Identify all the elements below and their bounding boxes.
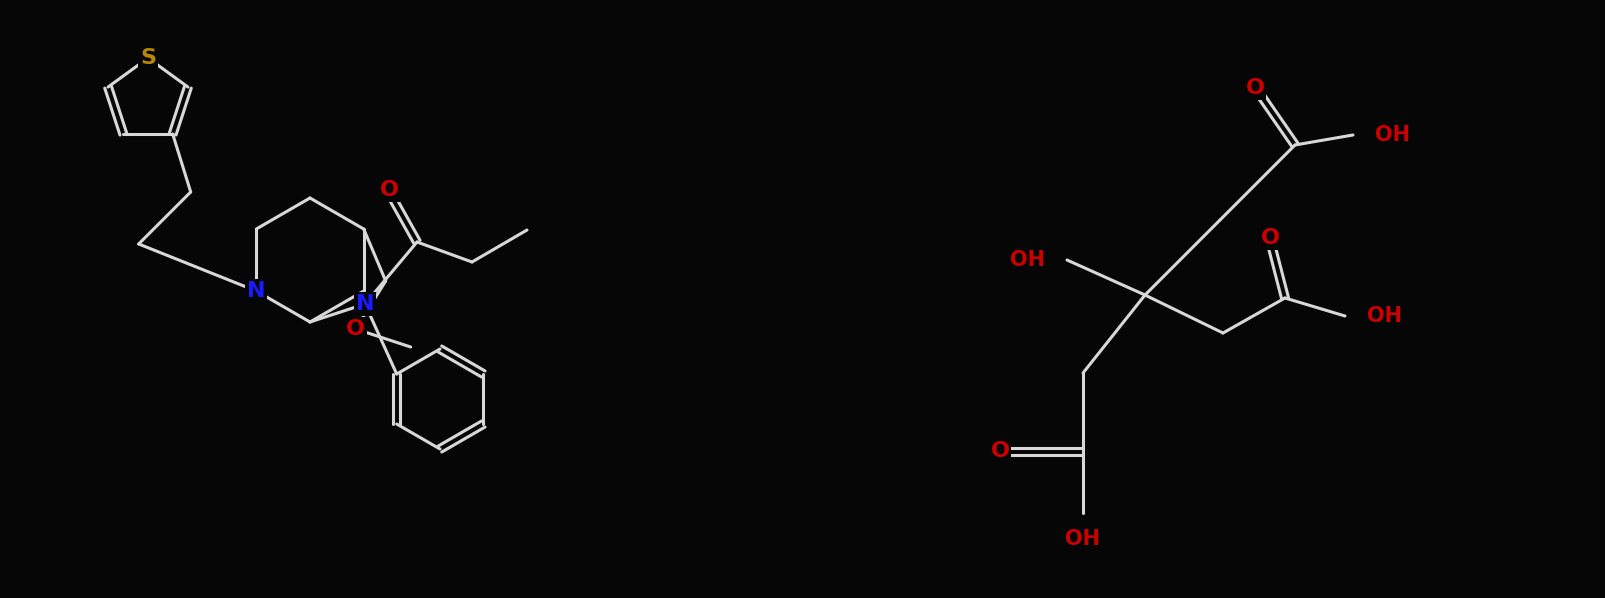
Text: OH: OH [1374,125,1409,145]
Text: N: N [356,294,374,314]
Text: O: O [1245,78,1263,98]
Text: O: O [990,441,1010,461]
Text: OH: OH [1010,250,1045,270]
Text: O: O [347,319,364,339]
Text: N: N [247,281,265,301]
Text: OH: OH [1064,529,1099,549]
Text: S: S [140,48,156,68]
Text: O: O [379,180,398,200]
Text: O: O [1260,228,1279,248]
Text: OH: OH [1366,306,1401,326]
